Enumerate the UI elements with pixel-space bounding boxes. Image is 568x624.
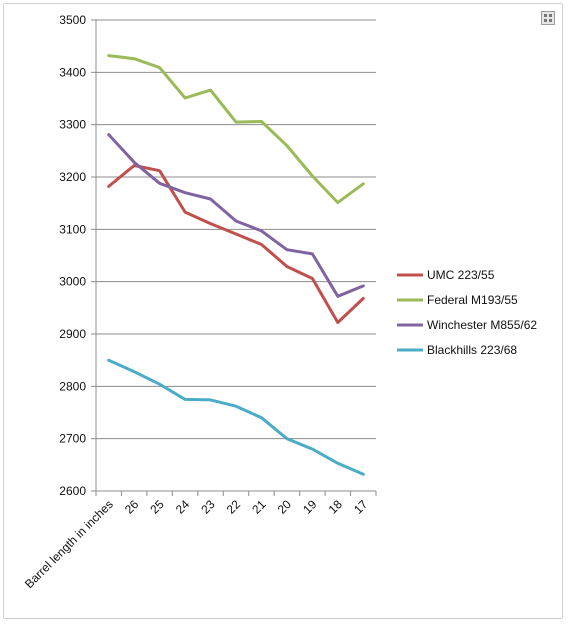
expand-chart-icon[interactable] [541, 11, 555, 25]
y-tick-label: 2900 [59, 327, 86, 341]
legend-label: Federal M193/55 [427, 293, 518, 307]
y-tick-label: 2600 [59, 484, 86, 498]
x-category-label: 26 [122, 497, 142, 517]
y-tick-label: 3100 [59, 222, 86, 236]
legend-label: Blackhills 223/68 [427, 343, 517, 357]
x-category-label: 17 [351, 497, 371, 517]
y-tick-label: 3300 [59, 118, 86, 132]
y-tick-labels: 2600 2700 2800 2900 3000 3100 3200 3300 3400 3500 [59, 13, 86, 498]
x-category-label: 21 [249, 497, 269, 517]
series-line [107, 358, 365, 476]
series-lines [107, 54, 365, 476]
y-tick-label: 3500 [59, 13, 86, 27]
x-category-label: 25 [147, 497, 167, 517]
legend-label: Winchester M855/62 [427, 318, 537, 332]
gridlines [96, 19, 376, 492]
x-category-label: 20 [275, 497, 295, 517]
series-line [107, 54, 365, 205]
x-category-label: 19 [300, 497, 320, 517]
x-category-label: 22 [224, 497, 244, 517]
x-category-label: 24 [173, 497, 193, 517]
x-tick-labels: Barrel length in inches 26 25 24 23 22 21 20 19 1… [22, 497, 371, 591]
legend: UMC 223/55 Federal M193/55 Winchester M855… [397, 268, 537, 357]
series-line [107, 133, 365, 298]
y-tick-label: 2800 [59, 379, 86, 393]
legend-label: UMC 223/55 [427, 268, 495, 282]
y-tick-label: 3400 [59, 65, 86, 79]
x-category-label: Barrel length in inches [22, 497, 116, 591]
series-line [107, 164, 365, 324]
x-category-label: 18 [326, 497, 346, 517]
x-category-label: 23 [198, 497, 218, 517]
y-tick-label: 2700 [59, 432, 86, 446]
axes [91, 19, 377, 496]
y-tick-label: 3000 [59, 275, 86, 289]
y-tick-label: 3200 [59, 170, 86, 184]
